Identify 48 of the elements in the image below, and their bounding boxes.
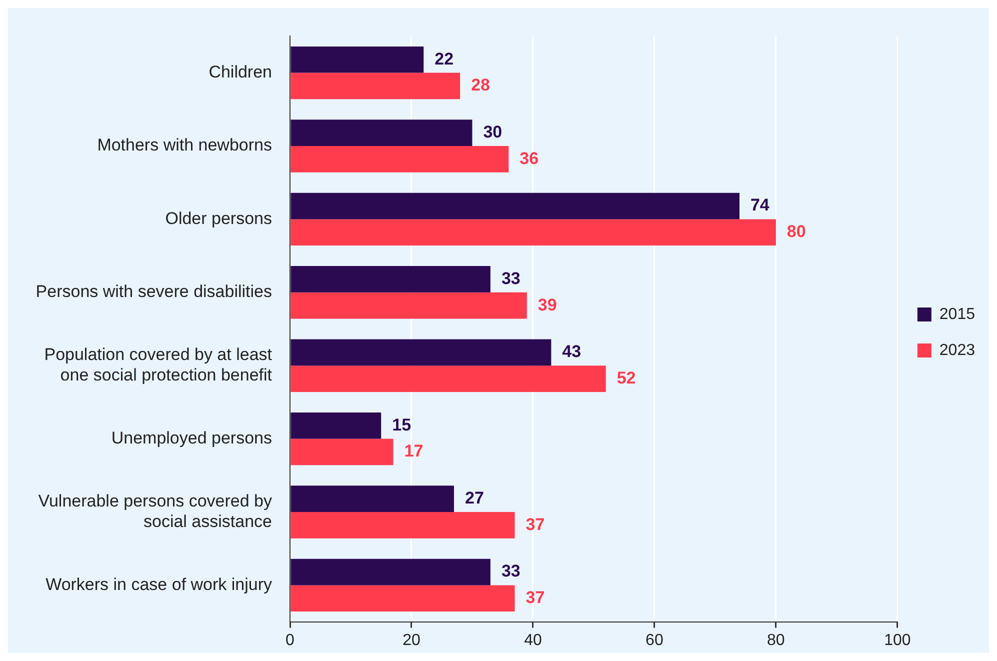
data-label: 17 — [404, 442, 424, 461]
y-tick-label: Workers in case of work injury — [46, 574, 272, 594]
bar — [290, 72, 460, 100]
x-tick-label: 100 — [884, 632, 911, 649]
data-label: 28 — [471, 76, 490, 95]
x-tick-label: 20 — [402, 632, 420, 649]
data-label: 30 — [483, 122, 502, 142]
bar — [290, 438, 394, 466]
x-tick-label: 0 — [286, 632, 295, 649]
x-tick-label: 40 — [524, 632, 542, 649]
data-label: 39 — [538, 295, 557, 314]
x-tick-label: 60 — [646, 632, 664, 649]
y-tick-label: Older persons — [165, 208, 272, 228]
y-tick-label: Mothers with newborns — [97, 136, 272, 155]
data-label: 37 — [526, 514, 545, 534]
data-label: 27 — [465, 488, 484, 508]
bar — [290, 219, 776, 246]
data-label: 74 — [750, 196, 770, 215]
data-label: 37 — [526, 588, 545, 608]
data-label: 22 — [434, 49, 454, 68]
data-label: 43 — [562, 342, 582, 362]
bar — [290, 192, 740, 220]
bar — [290, 339, 552, 366]
y-tick-label: Persons with severe disabilities — [36, 282, 272, 302]
bar — [290, 266, 490, 292]
bar — [290, 46, 424, 73]
data-label: 80 — [786, 222, 806, 242]
y-tick-label: Children — [208, 62, 272, 82]
data-label: 36 — [520, 148, 539, 168]
bar — [290, 412, 382, 439]
bar — [290, 558, 490, 586]
data-label: 33 — [501, 268, 520, 288]
legend-label: 2015 — [939, 306, 976, 323]
bar — [290, 512, 515, 538]
data-label: 15 — [392, 415, 412, 434]
legend-label: 2023 — [939, 342, 976, 359]
bar — [290, 120, 472, 146]
data-label: 52 — [616, 368, 636, 388]
bar — [290, 585, 515, 612]
y-tick-label: Population covered by at least one social protection benefit — [44, 345, 272, 384]
y-tick-label: Vulnerable persons covered by social assistance — [38, 491, 272, 531]
y-tick-label: Unemployed persons — [111, 428, 272, 448]
bar — [290, 366, 606, 392]
bar — [290, 486, 454, 512]
data-label: 33 — [501, 562, 520, 581]
bar — [290, 146, 509, 172]
x-tick-label: 80 — [767, 632, 785, 649]
bar — [290, 292, 527, 319]
